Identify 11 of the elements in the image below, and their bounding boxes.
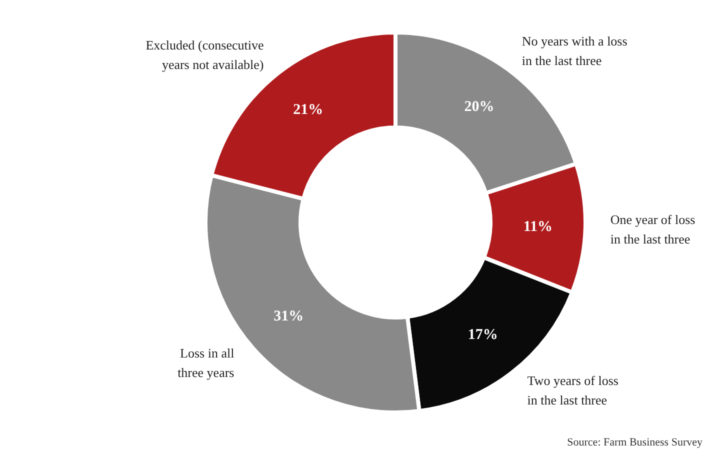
slice-label: No years with a loss in the last three (522, 34, 628, 68)
slice-label: One year of loss in the last three (610, 212, 696, 246)
source-note: Source: Farm Business Survey (567, 436, 703, 448)
slice-label: Two years of loss in the last three (527, 372, 618, 408)
slice-label: Excluded (consecutive years not available) (146, 38, 264, 72)
data-label: 31% (274, 308, 304, 325)
data-label: 21% (293, 102, 324, 118)
slice-label: Loss in all three years (178, 345, 235, 380)
data-label: 11% (523, 218, 553, 235)
data-label: 20% (464, 99, 494, 116)
data-label: 17% (468, 327, 498, 344)
